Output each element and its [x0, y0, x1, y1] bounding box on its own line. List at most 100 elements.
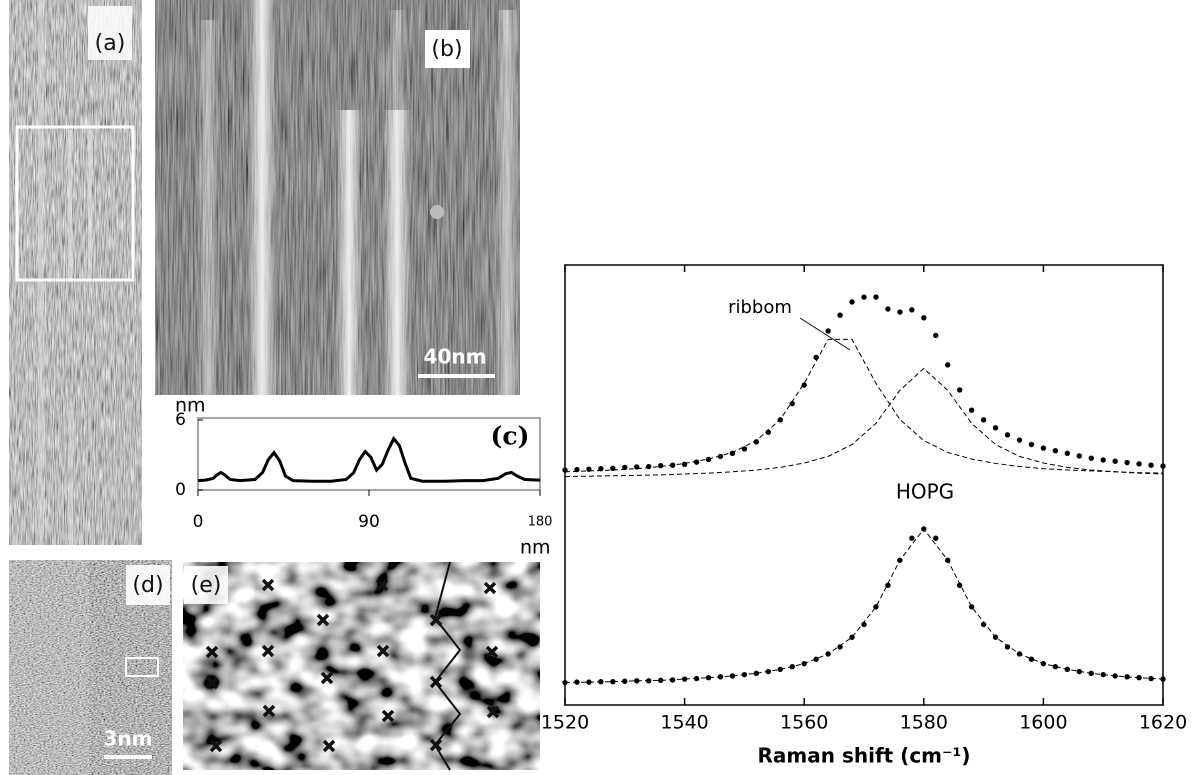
x-unit: nm: [520, 537, 551, 559]
data-point: [956, 582, 963, 589]
y-tick-label: 6: [175, 410, 186, 430]
x-tick-label: 1540: [660, 712, 708, 734]
data-point: [777, 666, 783, 673]
data-point: [610, 678, 616, 685]
x-tick-label: 1520: [541, 712, 589, 734]
data-point: [1004, 432, 1011, 438]
lattice-cross: [376, 644, 390, 658]
data-point: [622, 464, 628, 471]
data-point: [1004, 644, 1011, 650]
data-point: [693, 459, 700, 465]
lattice-cross: [486, 705, 500, 719]
data-point: [1016, 437, 1023, 443]
panel-label: (d): [132, 573, 163, 598]
data-point: [968, 407, 975, 413]
fit-curve: [564, 367, 1164, 478]
data-point: [1124, 459, 1130, 466]
data-point: [909, 535, 915, 541]
lattice-cross: [322, 739, 336, 753]
label-bg: [425, 30, 470, 68]
data-point: [1076, 453, 1082, 459]
annotation: ribbom: [728, 297, 792, 318]
data-point: [646, 463, 652, 470]
lattice-cross: [429, 738, 443, 752]
zoom-box: [125, 657, 159, 677]
streak: [495, 10, 519, 395]
y-tick-label: 0: [175, 480, 186, 500]
panel-b: (b) 40nm: [155, 0, 520, 395]
data-point: [813, 656, 819, 662]
data-point: [837, 644, 843, 650]
data-point: [885, 306, 891, 312]
data-point: [705, 675, 712, 681]
lattice-cross: [261, 578, 275, 592]
streak: [383, 110, 411, 395]
fit-curve: [564, 528, 1164, 684]
data-point: [1088, 455, 1094, 461]
x-tick-label: 1620: [1139, 712, 1187, 734]
data-point: [1148, 462, 1154, 468]
panel-label: (a): [95, 31, 126, 56]
x-tick-label: 180: [528, 515, 553, 530]
profile-line: [197, 435, 541, 483]
x-tick-label: 1560: [780, 712, 828, 734]
data-point: [681, 461, 688, 468]
data-point: [657, 677, 664, 684]
data-point: [1064, 450, 1071, 457]
data-point: [945, 362, 951, 368]
data-point: [849, 299, 855, 305]
data-point: [861, 294, 867, 300]
panel-label: (e): [191, 573, 222, 598]
lattice-cross: [262, 704, 276, 718]
y-unit: nm: [175, 395, 206, 417]
shade: [9, 560, 89, 775]
data-point: [1028, 441, 1035, 448]
lattice-cross: [261, 644, 275, 658]
label-bg: [184, 566, 228, 604]
label-bg: [126, 565, 170, 605]
afm-image: [9, 0, 142, 545]
streak: [336, 110, 362, 395]
data-point: [634, 678, 640, 684]
data-point: [657, 462, 664, 469]
data-point: [753, 670, 760, 677]
annotation-leader: [799, 317, 851, 351]
data-point: [1112, 458, 1118, 464]
label-bg: [88, 6, 132, 60]
panel-d: (d) 3nm: [9, 560, 172, 775]
data-point: [1040, 445, 1047, 451]
annotation: HOPG: [896, 480, 954, 504]
lattice-cross: [429, 675, 443, 689]
data-point: [956, 387, 963, 393]
data-point: [933, 535, 939, 541]
streak: [387, 10, 407, 110]
data-point: [933, 332, 939, 339]
lattice-cross: [429, 613, 443, 627]
lattice-cross: [205, 676, 219, 690]
data-point: [837, 312, 843, 318]
data-point: [909, 307, 915, 313]
data-point: [980, 417, 987, 423]
data-point: [825, 328, 831, 334]
x-tick-label: 0: [193, 512, 204, 532]
lattice-cross: [316, 613, 330, 627]
panel-a: (a): [9, 0, 142, 545]
stm-image: [183, 562, 540, 770]
data-point: [1136, 461, 1142, 467]
panel-label: (b): [431, 37, 462, 62]
data-point: [968, 604, 975, 610]
x-tick-label: 1600: [1019, 712, 1067, 734]
lattice-cross: [209, 739, 223, 753]
zoom-box: [15, 125, 135, 282]
lattice-cross: [320, 671, 334, 685]
data-point: [717, 453, 724, 460]
lattice-cross: [375, 578, 389, 592]
data-point: [789, 400, 795, 407]
lattice-cross: [483, 581, 497, 595]
data-point: [873, 294, 879, 300]
data-point: [586, 679, 592, 685]
data-point: [1052, 447, 1059, 454]
particle: [430, 205, 444, 219]
data-point: [1052, 664, 1059, 670]
